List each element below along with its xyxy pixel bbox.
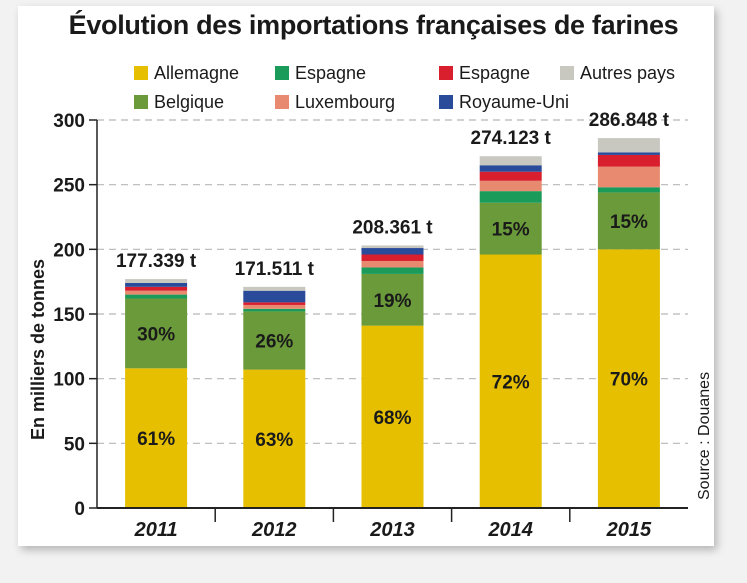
legend-item-espagne-green: Espagne [275,63,366,83]
bar-percent-label: 70% [610,370,648,391]
bar-segment [243,311,306,370]
bar-segment [125,279,188,283]
bar-segment [479,165,542,172]
bar-segment [479,254,542,508]
bar-segment [479,171,542,181]
legend-swatch [134,95,148,109]
legend-swatch [439,95,453,109]
bar-segment [361,248,424,255]
bar-percent-label: 30% [137,324,175,345]
bar-percent-label: 15% [492,220,530,241]
bar-segment [125,286,188,291]
bar-segment [597,154,660,167]
x-tick-label: 2012 [251,519,297,541]
legend-label: Autres pays [580,62,676,83]
bar-segment [243,290,306,303]
bar-segment [597,187,660,193]
bar-segment [597,249,660,509]
y-tick-label: 200 [53,240,85,261]
bar-total-label: 286.848 t [589,110,670,131]
bar-segment [243,302,306,305]
legend-swatch [134,66,148,80]
bar-segment [597,192,660,250]
bar-percent-label: 72% [492,372,530,393]
bar-total-label: 171.511 t [235,259,315,280]
bar-segment [361,260,424,268]
legend-item-royaume-uni: Royaume-Uni [439,92,569,112]
y-tick-label: 250 [53,176,85,197]
legend-swatch [560,66,574,80]
bar-segment [125,290,188,295]
legend-label: Espagne [459,62,531,83]
legend-swatch [275,95,289,109]
legend-item-autres-pays: Autres pays [560,63,675,83]
bar-segment [597,166,660,188]
legend-item-belgique: Belgique [134,92,224,112]
bar-segment [361,267,424,274]
bar-segment [243,308,306,312]
x-tick-label: 2013 [369,519,415,541]
bar-total-label: 274.123 t [471,128,552,149]
bar-percent-label: 15% [610,212,648,233]
bar-segment [361,325,424,508]
bar-segment [597,138,660,153]
legend-swatch [275,66,289,80]
bar-segment [479,180,542,192]
bar-segment [125,282,188,287]
legend-item-espagne-red: Espagne [439,63,530,83]
x-tick-label: 2015 [606,519,652,541]
bar-segment [361,254,424,261]
bar-segment [597,152,660,155]
legend-item-luxembourg: Luxembourg [275,92,395,112]
bar-segment [361,273,424,326]
y-tick-label: 100 [53,370,85,391]
bar-percent-label: 63% [255,430,293,451]
bar-segment [243,369,306,508]
y-tick-label: 0 [74,499,85,520]
legend-label: Allemagne [154,62,240,83]
bar-percent-label: 19% [373,291,411,312]
bar-total-label: 208.361 t [352,217,433,238]
bar-percent-label: 68% [373,408,411,429]
bar-percent-label: 61% [137,429,175,450]
bar-segment [479,156,542,166]
bar-segment [479,202,542,255]
bar-segment [125,294,188,299]
bar-segment [243,304,306,309]
chart-title: Évolution des importations françaises de… [68,10,679,40]
bar-segment [243,286,306,291]
x-tick-label: 2014 [487,519,533,541]
bar-percent-label: 26% [255,332,293,353]
legend-item-allemagne: Allemagne [134,63,239,83]
y-tick-label: 150 [53,305,85,326]
legend-label: Royaume-Uni [459,91,570,112]
y-tick-label: 50 [64,434,85,455]
legend-label: Luxembourg [295,91,396,112]
legend-label: Belgique [154,91,225,112]
bar-segment [125,298,188,369]
x-tick-label: 2011 [134,519,178,541]
legend-swatch [439,66,453,80]
bar-segment [479,191,542,203]
legend-label: Espagne [295,62,367,83]
bar-total-label: 177.339 t [116,251,197,272]
bar-segment [125,368,188,508]
bar-segment [361,245,424,249]
y-tick-label: 300 [53,111,85,132]
